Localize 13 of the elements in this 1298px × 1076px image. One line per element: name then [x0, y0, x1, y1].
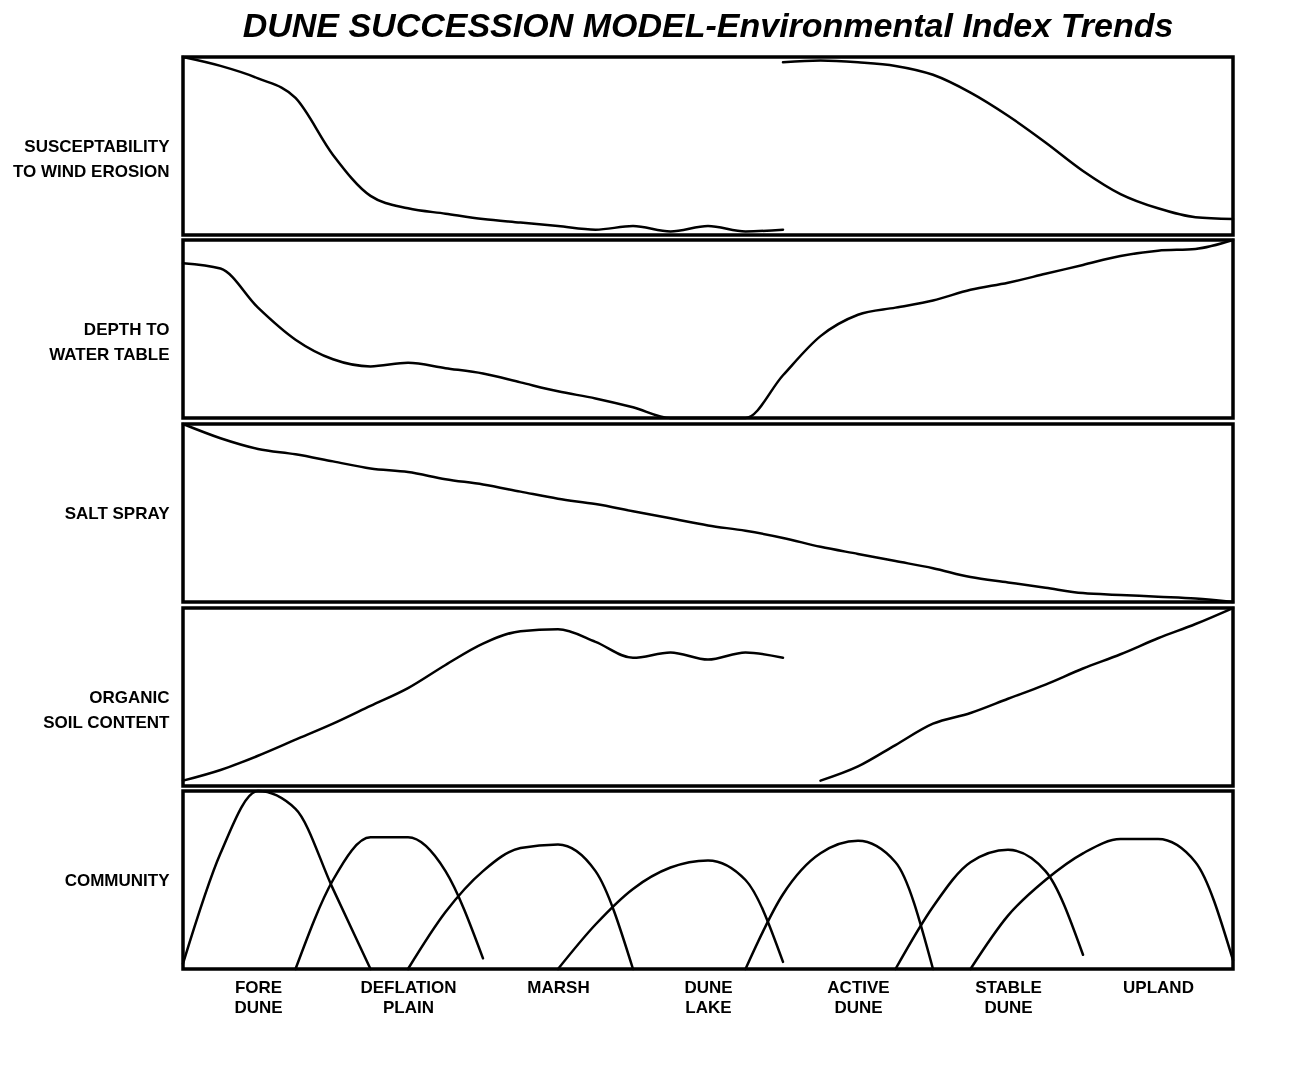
x-tick-label: ACTIVE DUNE [827, 977, 890, 1017]
y-axis-title: SUSCEPTABILITY TO WIND EROSION [13, 136, 171, 181]
x-tick-label: UPLAND [1123, 977, 1194, 997]
y-axis-title: DEPTH TO WATER TABLE [49, 319, 170, 364]
y-axis-title: COMMUNITY [64, 870, 171, 890]
x-tick-label: DUNE LAKE [684, 977, 733, 1017]
x-tick-label: STABLE DUNE [975, 977, 1042, 1017]
y-axis-title: SALT SPRAY [64, 503, 171, 523]
chart-title: DUNE SUCCESSION MODEL-Environmental Index Trends [242, 5, 1174, 44]
y-axis-title: ORGANIC SOIL CONTENT [43, 687, 171, 732]
x-tick-label: DEFLATION PLAIN [360, 977, 457, 1017]
x-tick-label: MARSH [527, 977, 590, 997]
x-tick-label: FORE DUNE [234, 977, 283, 1017]
